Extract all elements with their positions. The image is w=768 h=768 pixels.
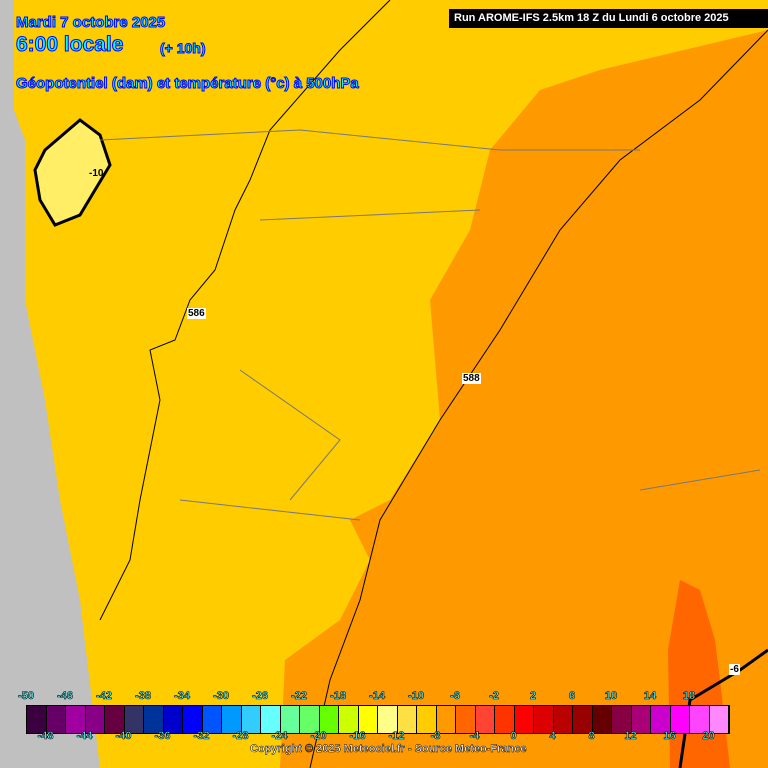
legend-swatch (573, 706, 593, 733)
legend-tick-top: -18 (330, 690, 347, 703)
legend-swatch (280, 706, 300, 733)
borders (99, 129, 761, 521)
sea-area (0, 0, 100, 768)
legend-tick-bottom: -28 (232, 730, 249, 743)
legend-tick-bottom: -4 (469, 730, 480, 743)
run-info: Run AROME-IFS 2.5km 18 Z du Lundi 6 octo… (449, 9, 768, 28)
legend-tick-top: -22 (291, 690, 308, 703)
legend-swatch (85, 706, 105, 733)
legend-swatch (436, 706, 456, 733)
legend-tick-bottom: -24 (271, 730, 288, 743)
legend-swatch (612, 706, 632, 733)
legend-swatch (690, 706, 710, 733)
legend-tick-top: -30 (213, 690, 230, 703)
label-586: 586 (187, 308, 206, 319)
legend-tick-bottom: -32 (193, 730, 210, 743)
temp-contour-minus-6 (678, 648, 768, 768)
legend-swatch (261, 706, 281, 733)
forecast-date: Mardi 7 octobre 2025 (15, 14, 166, 32)
legend-tick-bottom: -36 (154, 730, 171, 743)
legend-tick-bottom: 12 (624, 730, 637, 743)
legend-tick-top: 14 (643, 690, 657, 703)
legend-swatch (163, 706, 183, 733)
legend-tick-top: -50 (18, 690, 35, 703)
legend-swatch (417, 706, 437, 733)
legend-swatch (670, 706, 690, 733)
legend-swatch (456, 706, 476, 733)
legend-swatch (124, 706, 144, 733)
color-legend (26, 705, 730, 734)
geopotential-588-line (309, 29, 768, 768)
legend-tick-top: -26 (252, 690, 269, 703)
legend-swatch (651, 706, 671, 733)
legend-tick-bottom: 4 (549, 730, 556, 743)
geopotential-586-line (99, 0, 391, 621)
label-minus-6: -6 (729, 664, 740, 675)
legend-tick-top: -14 (369, 690, 386, 703)
legend-swatch (202, 706, 222, 733)
label-minus-10: -10 (89, 168, 104, 179)
legend-swatch (592, 706, 612, 733)
legend-swatch (709, 706, 729, 733)
legend-tick-bottom: 8 (588, 730, 595, 743)
legend-swatch (553, 706, 573, 733)
legend-tick-top: -2 (489, 690, 499, 703)
legend-tick-top: 2 (529, 690, 537, 703)
temp-contour-minus-10 (33, 118, 112, 227)
legend-swatch (378, 706, 398, 733)
legend-tick-bottom: -40 (115, 730, 132, 743)
legend-swatch (495, 706, 515, 733)
legend-tick-top: -42 (96, 690, 113, 703)
legend-swatch (144, 706, 164, 733)
legend-tick-top: 10 (604, 690, 618, 703)
copyright: Copyright © 2025 Meteociel.fr - Source M… (250, 743, 527, 756)
legend-swatch (475, 706, 495, 733)
legend-tick-bottom: -16 (349, 730, 366, 743)
legend-swatch (183, 706, 203, 733)
legend-swatch (631, 706, 651, 733)
legend-tick-top: -34 (174, 690, 191, 703)
legend-tick-bottom: -44 (76, 730, 93, 743)
legend-swatch (514, 706, 534, 733)
legend-swatch (241, 706, 261, 733)
legend-tick-top: -38 (135, 690, 152, 703)
legend-tick-top: 6 (568, 690, 576, 703)
legend-tick-bottom: 20 (702, 730, 715, 743)
legend-tick-bottom: -12 (388, 730, 405, 743)
legend-tick-bottom: -48 (37, 730, 54, 743)
map-title: Géopotentiel (dam) et température (°c) à… (16, 75, 360, 93)
legend-swatch (300, 706, 320, 733)
legend-swatch (66, 706, 86, 733)
legend-swatch (46, 706, 66, 733)
legend-tick-top: -10 (408, 690, 425, 703)
legend-tick-bottom: -20 (310, 730, 327, 743)
temp-zone-minus-6 (280, 30, 768, 768)
legend-swatch (105, 706, 125, 733)
legend-swatch (319, 706, 339, 733)
legend-tick-top: -46 (57, 690, 74, 703)
forecast-time: 6:00 locale (15, 33, 124, 57)
legend-tick-bottom: 16 (663, 730, 676, 743)
legend-swatch (339, 706, 359, 733)
legend-tick-bottom: 0 (510, 730, 517, 743)
legend-tick-top: -6 (450, 690, 460, 703)
legend-swatch (222, 706, 242, 733)
legend-tick-top: 18 (682, 690, 696, 703)
label-588: 588 (462, 373, 481, 384)
legend-tick-bottom: -8 (430, 730, 441, 743)
legend-swatch (534, 706, 554, 733)
forecast-offset: (+ 10h) (160, 40, 207, 57)
legend-swatch (358, 706, 378, 733)
legend-swatch (397, 706, 417, 733)
legend-swatch (27, 706, 47, 733)
